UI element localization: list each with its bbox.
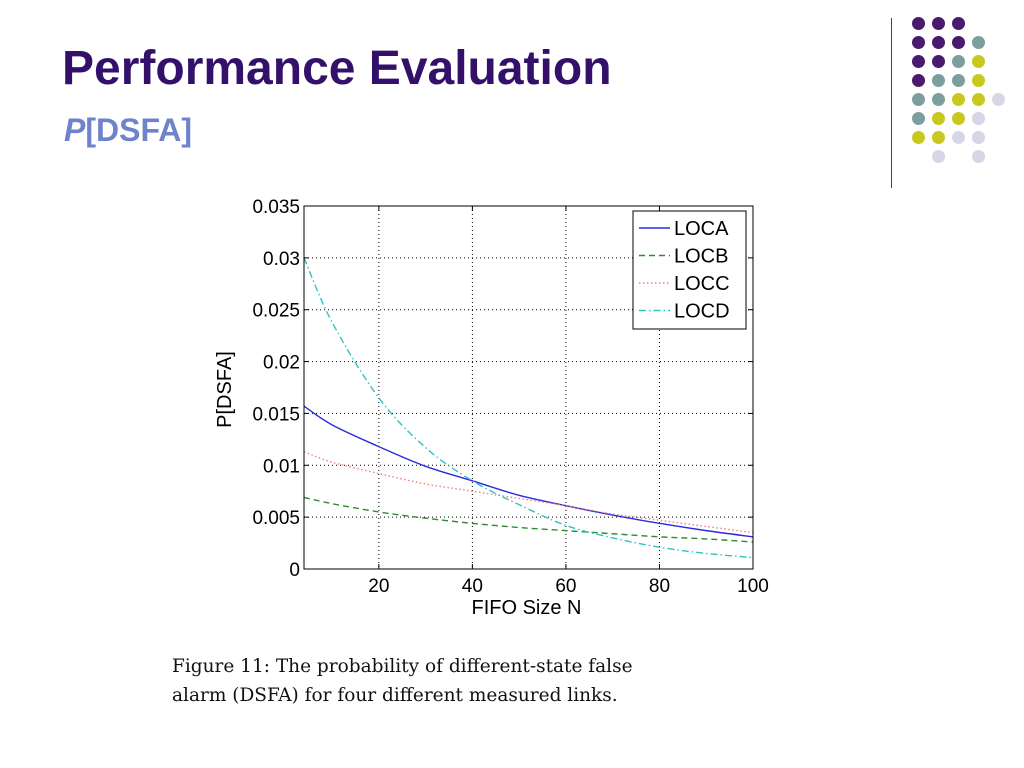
decorative-dot [912, 131, 925, 144]
x-axis-label: FIFO Size N [471, 597, 581, 619]
decorative-dot [972, 74, 985, 87]
decorative-dot [912, 74, 925, 87]
decorative-dot [932, 74, 945, 87]
decorative-dot [932, 112, 945, 125]
y-tick-label: 0.025 [252, 301, 300, 322]
x-tick-label: 80 [649, 576, 670, 597]
y-axis-label: P[DSFA] [214, 351, 236, 428]
slide-title: Performance Evaluation [62, 42, 612, 95]
subtitle-rest: [DSFA] [85, 112, 192, 148]
decorative-dot [912, 17, 925, 30]
decorative-dot [932, 150, 945, 163]
x-tick-label: 40 [462, 576, 483, 597]
x-tick-label: 20 [368, 576, 389, 597]
decorative-dot [952, 112, 965, 125]
y-tick-label: 0.015 [252, 404, 300, 425]
probability-chart: 20 40 60 80 100 0 0.005 0.01 0.015 0.02 0.025 0.03 0… [214, 197, 769, 619]
series-line-locd [304, 257, 753, 559]
decorative-divider [891, 18, 892, 188]
decorative-dot [912, 112, 925, 125]
y-tick-label: 0.035 [252, 197, 300, 218]
decorative-dot [972, 112, 985, 125]
decorative-dot [952, 93, 965, 106]
decorative-dot [932, 131, 945, 144]
decorative-dot [972, 55, 985, 68]
decorative-dot [972, 150, 985, 163]
decorative-dot [932, 93, 945, 106]
decorative-dot [912, 55, 925, 68]
decorative-dot [952, 55, 965, 68]
axes-frame [303, 205, 754, 570]
decorative-dot [912, 36, 925, 49]
subtitle-italic-p: P [64, 112, 86, 148]
y-tick-label: 0.005 [252, 508, 300, 529]
series-line-loca [304, 405, 753, 538]
decorative-dot [912, 93, 925, 106]
series-line-locc [304, 451, 753, 534]
decorative-dot [952, 17, 965, 30]
figure-caption: Figure 11: The probability of different-… [172, 652, 832, 710]
y-tick-label: 0.03 [263, 249, 300, 270]
decorative-dot [952, 74, 965, 87]
y-tick-label: 0.01 [263, 456, 300, 477]
slide-subtitle: P[DSFA] [64, 114, 192, 146]
decorative-dot [992, 93, 1005, 106]
decorative-dot [932, 36, 945, 49]
decorative-dot [952, 36, 965, 49]
legend-label-locb: LOCB [674, 246, 728, 268]
decorative-dot [972, 93, 985, 106]
decorative-dot [932, 55, 945, 68]
legend-label-loca: LOCA [674, 218, 729, 240]
caption-line-1: Figure 11: The probability of different-… [172, 656, 633, 677]
x-tick-label: 60 [555, 576, 576, 597]
decorative-dot [972, 131, 985, 144]
decorative-dot [952, 131, 965, 144]
decorative-dot [932, 17, 945, 30]
y-tick-label: 0 [289, 560, 300, 581]
series-line-locb [304, 496, 753, 543]
legend-label-locc: LOCC [674, 273, 730, 295]
legend-box [632, 210, 747, 330]
x-tick-label: 100 [737, 576, 769, 597]
decorative-dot [972, 36, 985, 49]
y-tick-label: 0.02 [263, 353, 300, 374]
caption-line-2: alarm (DSFA) for four different measured… [172, 685, 618, 706]
legend-label-locd: LOCD [674, 301, 730, 323]
